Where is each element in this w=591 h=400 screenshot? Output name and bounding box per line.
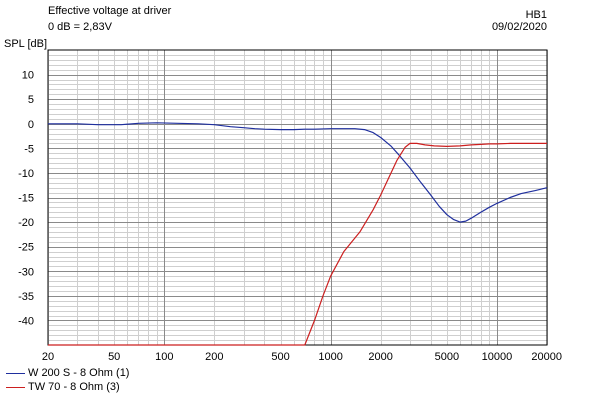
y-tick-label: -15 [18,193,34,205]
legend-label-tweeter: TW 70 - 8 Ohm (3) [28,381,120,393]
y-tick-label: -30 [18,266,34,278]
x-tick-label: 5000 [435,351,459,363]
major-grid [48,50,547,345]
x-tick-label: 100 [155,351,173,363]
measurement-id: HB1 [525,9,547,21]
x-tick-label: 50 [108,351,120,363]
y-axis-label: SPL [dB] [4,38,48,50]
reference-level: 0 dB = 2,83V [48,21,112,33]
x-tick-label: 10000 [482,351,513,363]
y-tick-label: -20 [18,217,34,229]
x-tick-label: 20000 [531,351,562,363]
series-line-woofer [48,122,548,223]
x-tick-label: 2000 [368,351,392,363]
measurement-date: 09/02/2020 [491,21,547,33]
y-tick-label: 5 [28,94,34,106]
legend-swatch-woofer [6,372,25,374]
legend-swatch-tweeter [6,386,25,388]
series-layer [48,122,548,346]
y-tick-label: 0 [28,119,34,131]
y-tick-label: -35 [18,291,34,303]
y-tick-label: -10 [18,168,34,180]
y-tick-label: -5 [24,143,34,155]
x-tick-label: 20 [42,351,54,363]
legend-item-woofer: W 200 S - 8 Ohm (1) [6,367,129,379]
chart-title: Effective voltage at driver [48,5,172,17]
x-tick-label: 1000 [318,351,342,363]
minor-grid [48,50,548,345]
y-tick-label: -25 [18,242,34,254]
x-tick-label: 200 [205,351,223,363]
series-line-tweeter [48,142,547,346]
y-tick-label: 10 [22,70,34,82]
legend-item-tweeter: TW 70 - 8 Ohm (3) [6,381,120,393]
y-tick-label: -40 [18,315,34,327]
x-tick-label: 500 [271,351,289,363]
legend-label-woofer: W 200 S - 8 Ohm (1) [28,367,130,379]
